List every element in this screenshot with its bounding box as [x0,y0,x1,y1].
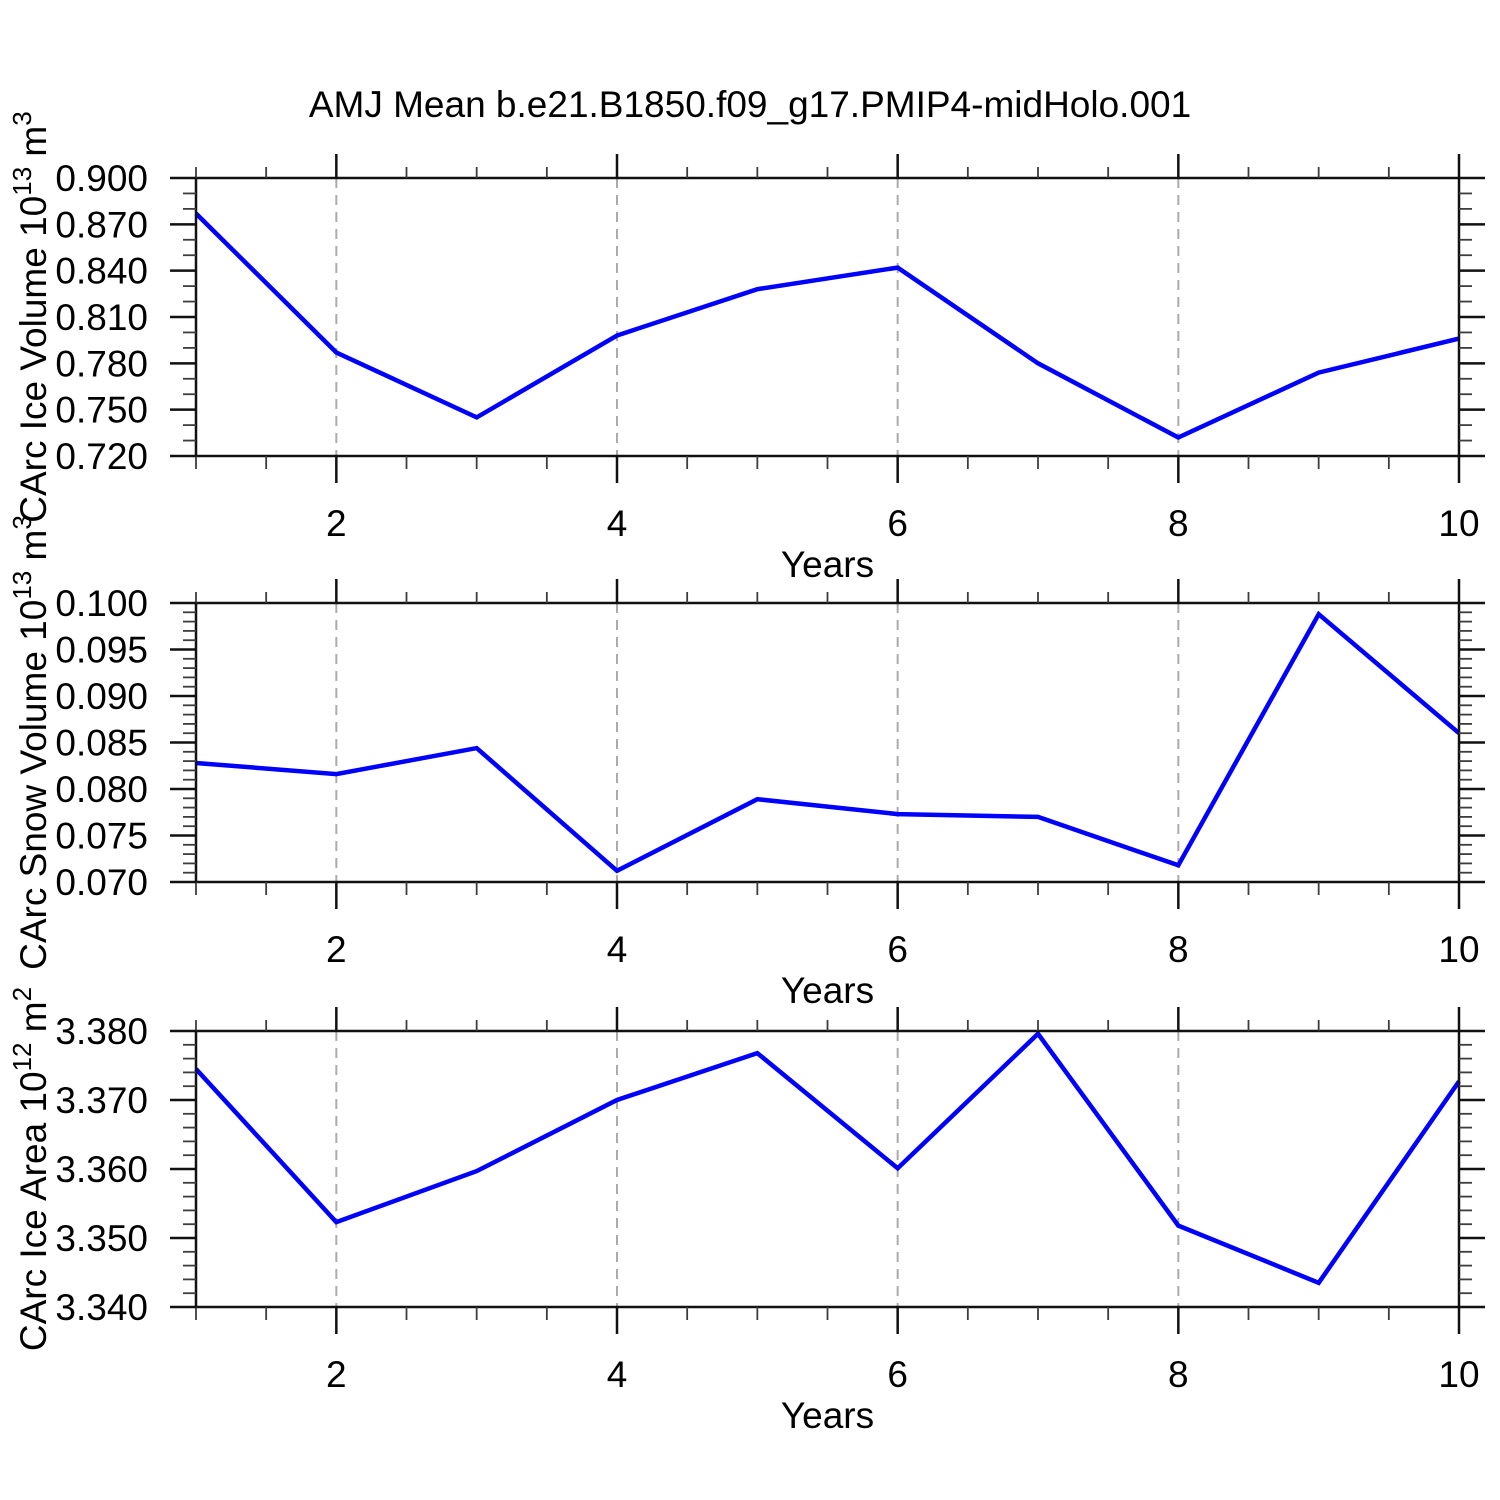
x-tick-label: 8 [1168,503,1189,544]
x-tick-label: 2 [326,1354,347,1395]
x-tick-label: 8 [1168,1354,1189,1395]
y-axis-title-superscript: 13 [7,167,37,196]
y-tick-label: 0.870 [55,204,148,245]
y-tick-label: 3.360 [55,1149,148,1190]
y-axis-ticks [170,176,1485,458]
y-axis-title: CArc Ice Area 1012 m2 [7,987,54,1351]
y-axis-title-segment: m [13,1001,54,1042]
x-tick-label: 2 [326,929,347,970]
gridlines [335,603,1180,882]
y-axis-ticks [170,601,1485,884]
x-tick-label: 6 [887,929,908,970]
x-axis-ticks [195,154,1461,483]
y-tick-label: 0.095 [55,630,148,671]
x-tick-label: 10 [1438,1354,1479,1395]
y-tick-label: 0.080 [55,769,148,810]
panel-snow-volume: 2 4 6 8 10 0.070 0.075 0.080 0.085 0.090 0.095 0.10… [7,515,1485,1011]
y-axis-title-segment: m [13,530,54,571]
plot-frame [194,601,1461,884]
y-tick-label: 0.780 [55,343,148,384]
x-tick-label: 6 [887,1354,908,1395]
x-tick-label: 8 [1168,929,1189,970]
y-axis-title: CArc Snow Volume 1013 m3 [7,515,54,970]
x-axis-ticks [195,579,1461,909]
y-axis-title-segment: CArc Ice Area 10 [13,1071,54,1351]
y-tick-label: 0.840 [55,251,148,292]
y-tick-label: 0.720 [55,436,148,477]
gridlines [335,178,1180,456]
y-tick-label: 3.370 [55,1080,148,1121]
y-tick-label: 0.085 [55,723,148,764]
plot-frame [194,1029,1461,1309]
y-axis-title-superscript: 2 [7,987,37,1001]
ice-volume-line [194,211,1460,441]
x-tick-label: 4 [607,929,628,970]
y-axis-title-segment: m [13,126,54,167]
y-axis-title-superscript: 3 [7,515,37,529]
y-tick-label: 0.900 [55,158,148,199]
panel-ice-area: 2 4 6 8 10 3.340 3.350 3.360 3.370 3.380 Years CArc… [7,987,1485,1436]
y-tick-label: 0.075 [55,816,148,857]
y-tick-label: 3.340 [55,1287,148,1328]
y-tick-label: 0.070 [55,862,148,903]
y-axis-title-superscript: 13 [7,571,37,600]
y-tick-label: 0.090 [55,676,148,717]
y-tick-label: 0.100 [55,583,148,624]
x-tick-label: 10 [1438,503,1479,544]
x-tick-label: 6 [887,503,908,544]
x-tick-label: 10 [1438,929,1479,970]
y-tick-label: 3.380 [55,1011,148,1052]
x-tick-label: 4 [607,1354,628,1395]
x-tick-label: 4 [607,503,628,544]
y-axis-title: CArc Ice Volume 1013 m3 [7,111,54,522]
y-axis-title-superscript: 12 [7,1042,37,1071]
panels-group: 2 4 6 8 10 0.720 0.750 0.780 0.810 0.840 0.870 0.90… [7,111,1485,1436]
y-axis-ticks [170,1029,1485,1309]
panel-ice-volume: 2 4 6 8 10 0.720 0.750 0.780 0.810 0.840 0.870 0.90… [7,111,1485,585]
x-axis-title: Years [781,970,874,1011]
y-tick-label: 0.810 [55,297,148,338]
x-axis-ticks [195,1007,1461,1334]
x-axis-title: Years [781,544,874,585]
chart-title: AMJ Mean b.e21.B1850.f09_g17.PMIP4-midHo… [309,84,1191,125]
plot-frame [194,176,1461,458]
y-axis-title-segment: CArc Snow Volume 10 [13,600,54,970]
x-tick-label: 2 [326,503,347,544]
gridlines [335,1031,1180,1307]
snow-volume-line [195,610,1461,874]
y-tick-label: 0.750 [55,390,148,431]
y-axis-title-superscript: 3 [7,111,37,125]
y-axis-title-segment: CArc Ice Volume 10 [13,196,54,523]
x-axis-title: Years [781,1395,874,1436]
y-tick-label: 3.350 [55,1218,148,1259]
ice-area-line [194,1030,1461,1286]
